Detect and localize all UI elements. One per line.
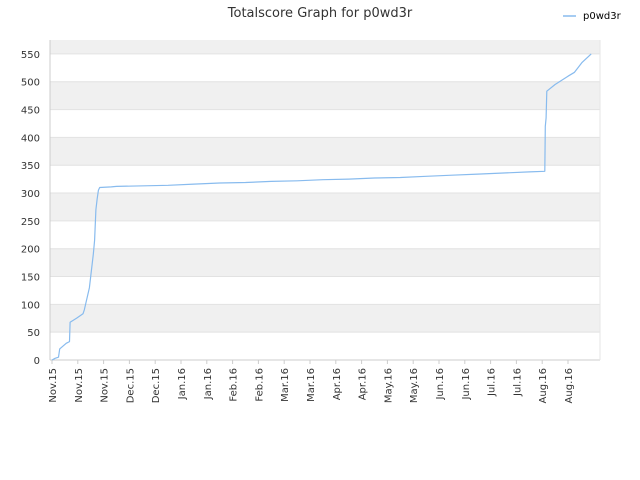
series-layer xyxy=(51,53,592,361)
x-axis-ticks: Nov.15 Nov.15 Nov.15 Dec.15 Dec.15 Jan.16 Jan.… xyxy=(48,360,575,403)
x-tick-label: Apr.16 xyxy=(332,368,343,400)
x-tick-label: Nov.15 xyxy=(100,368,111,403)
grid-band xyxy=(50,248,600,277)
grid-band xyxy=(50,304,600,333)
x-tick-label: Dec.15 xyxy=(151,368,162,403)
y-tick-label: 150 xyxy=(21,273,40,284)
grid-band xyxy=(50,109,600,138)
chart-title: Totalscore Graph for p0wd3r xyxy=(227,6,413,21)
x-tick-label: Mar.16 xyxy=(280,368,291,402)
y-tick-label: 450 xyxy=(21,106,40,117)
x-tick-label: Jan.16 xyxy=(203,368,214,400)
grid-band xyxy=(50,276,600,305)
y-axis-ticks: 0 50 100 150 200 250 300 350 400 450 500 550 xyxy=(21,50,40,367)
y-tick-label: 550 xyxy=(21,50,40,61)
x-tick-label: Jul.16 xyxy=(487,368,498,397)
x-tick-label: Jun.16 xyxy=(461,368,472,401)
y-tick-label: 250 xyxy=(21,217,40,228)
grid-band xyxy=(50,137,600,166)
x-tick-label: Mar.16 xyxy=(306,368,317,402)
x-tick-label: May.16 xyxy=(383,368,394,403)
x-tick-label: Jan.16 xyxy=(177,368,188,400)
grid-band xyxy=(50,332,600,360)
y-tick-label: 300 xyxy=(21,189,40,200)
grid-band xyxy=(50,81,600,110)
series-line xyxy=(51,53,592,361)
x-tick-label: Dec.15 xyxy=(125,368,136,403)
y-tick-label: 0 xyxy=(34,356,40,367)
y-tick-label: 400 xyxy=(21,133,40,144)
x-tick-label: Feb.16 xyxy=(254,368,265,402)
y-tick-label: 500 xyxy=(21,78,40,89)
legend: p0wd3r xyxy=(563,11,622,22)
x-tick-label: Feb.16 xyxy=(229,368,240,402)
x-tick-label: May.16 xyxy=(409,368,420,403)
axes xyxy=(49,40,601,361)
grid-band xyxy=(50,193,600,221)
x-tick-label: Jun.16 xyxy=(435,368,446,401)
y-tick-label: 50 xyxy=(27,328,40,339)
grid-band xyxy=(50,53,600,82)
x-tick-label: Aug.16 xyxy=(564,368,575,403)
x-tick-label: Jul.16 xyxy=(512,368,523,397)
y-tick-label: 350 xyxy=(21,161,40,172)
y-tick-label: 100 xyxy=(21,300,40,311)
y-tick-label: 200 xyxy=(21,245,40,256)
x-tick-label: Nov.15 xyxy=(48,368,59,403)
x-tick-label: Nov.15 xyxy=(74,368,85,403)
x-tick-label: Apr.16 xyxy=(358,368,369,400)
grid-band xyxy=(50,220,600,249)
grid-bands xyxy=(50,40,600,360)
x-tick-label: Aug.16 xyxy=(538,368,549,403)
grid-band xyxy=(50,40,600,54)
legend-label: p0wd3r xyxy=(583,11,622,22)
